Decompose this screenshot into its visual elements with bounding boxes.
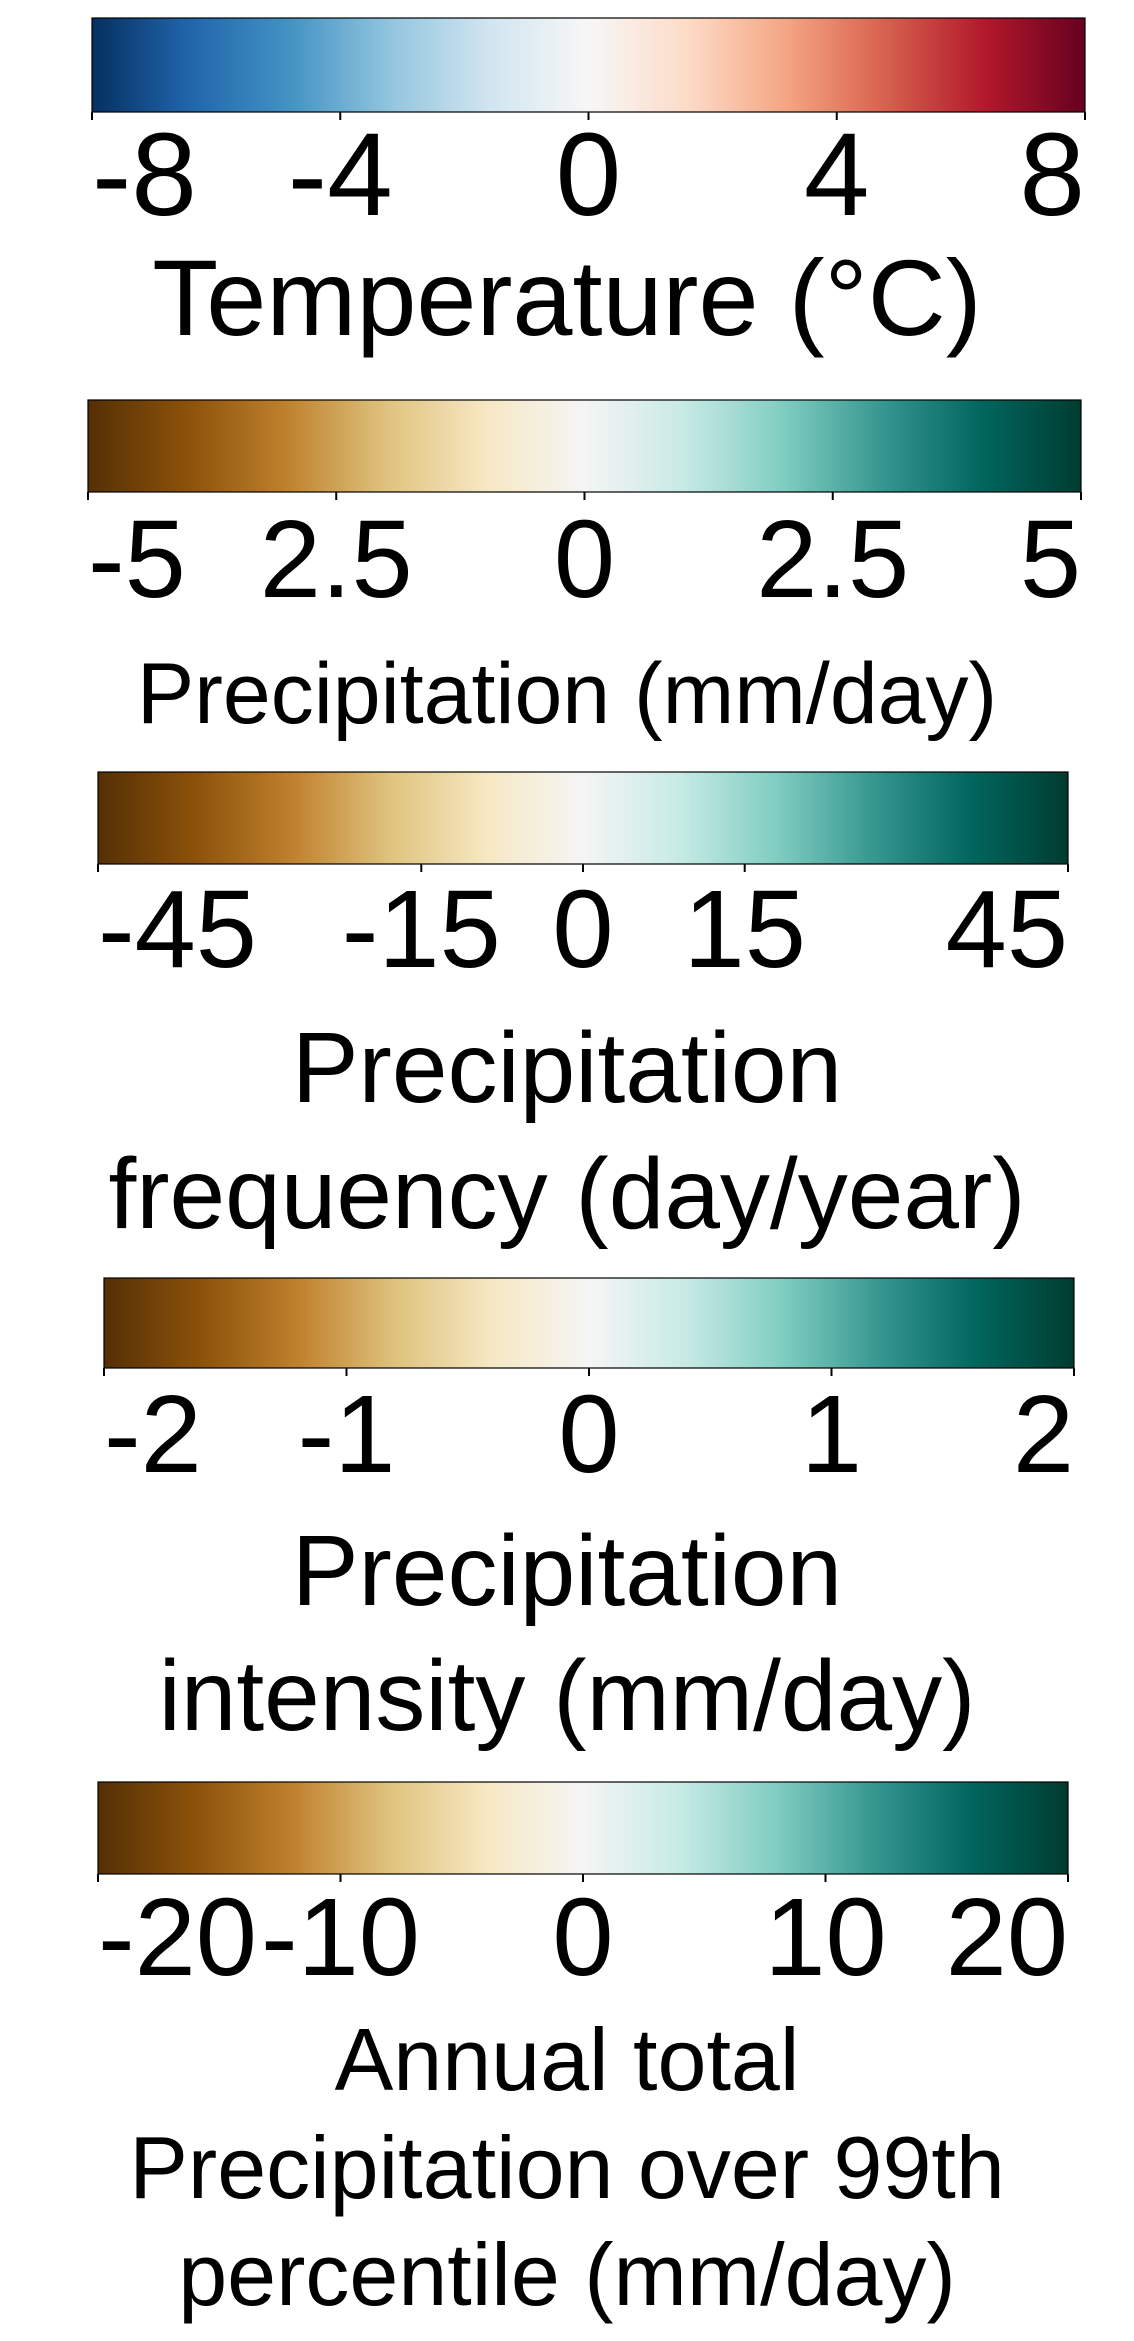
colorbar-panel-1: -8 -4 0 4 8 Temperature (°C) bbox=[91, 17, 1086, 358]
tick-label: 0 bbox=[556, 109, 622, 241]
colorbar-label: percentile (mm/day) bbox=[178, 2225, 956, 2324]
tick-label: -2 bbox=[104, 1373, 202, 1496]
tick-label: 15 bbox=[684, 868, 806, 991]
tick-label: 0 bbox=[554, 498, 615, 621]
colorbar-label: frequency (day/year) bbox=[108, 1138, 1025, 1250]
colorbar-label: Annual total bbox=[335, 2010, 800, 2109]
colorbar-label: Precipitation over 99th bbox=[129, 2118, 1005, 2217]
tick-label: 2.5 bbox=[260, 498, 413, 621]
colorbar-gradient bbox=[87, 399, 1082, 493]
colorbar-panel-4: -2 -1 0 1 2 Precipitation intensity (mm/day) bbox=[103, 1277, 1075, 1752]
colorbar-gradient bbox=[103, 1277, 1075, 1369]
tick-label: -10 bbox=[261, 1876, 420, 1999]
tick-label: 45 bbox=[946, 868, 1068, 991]
tick-label: -15 bbox=[342, 868, 501, 991]
colorbar-gradient bbox=[91, 17, 1086, 113]
tick-label: 2.5 bbox=[756, 498, 909, 621]
colorbar-gradient bbox=[97, 771, 1069, 865]
colorbar-label: Precipitation bbox=[292, 1012, 842, 1124]
tick-label: 0 bbox=[558, 1373, 619, 1496]
tick-label: 1 bbox=[801, 1373, 862, 1496]
tick-label: -8 bbox=[92, 109, 197, 241]
tick-label: 10 bbox=[764, 1876, 886, 1999]
tick-label: 20 bbox=[946, 1876, 1068, 1999]
tick-label: 0 bbox=[552, 1876, 613, 1999]
colorbar-label: Temperature (°C) bbox=[152, 237, 981, 358]
tick-label: -1 bbox=[298, 1373, 396, 1496]
tick-label: 8 bbox=[1019, 109, 1085, 241]
colorbar-gradient bbox=[97, 1781, 1069, 1875]
tick-label: 0 bbox=[552, 868, 613, 991]
tick-label: -45 bbox=[98, 868, 257, 991]
tick-label: -4 bbox=[288, 109, 393, 241]
tick-label: -20 bbox=[98, 1876, 257, 1999]
colorbar-label: Precipitation (mm/day) bbox=[137, 646, 997, 742]
tick-label: 5 bbox=[1020, 498, 1081, 621]
tick-label: 4 bbox=[804, 109, 870, 241]
tick-label: 2 bbox=[1013, 1373, 1074, 1496]
colorbar-panel-3: -45 -15 0 15 45 Precipitation frequency (day/y… bbox=[97, 771, 1069, 1250]
colorbar-label: intensity (mm/day) bbox=[159, 1640, 976, 1752]
tick-label: -5 bbox=[88, 498, 186, 621]
colorbar-label: Precipitation bbox=[292, 1515, 842, 1627]
